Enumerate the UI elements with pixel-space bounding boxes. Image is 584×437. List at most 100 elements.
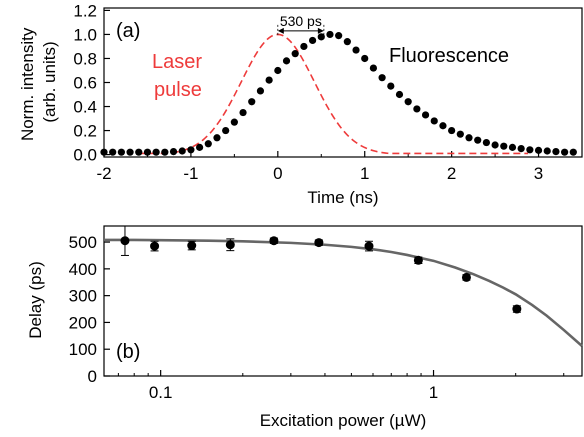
panel-a-x-axis-label: Time (ns) [307, 188, 378, 207]
delay-point [314, 238, 324, 248]
fluorescence-point [204, 140, 212, 148]
b-ytick-label: 300 [69, 287, 97, 306]
fluorescence-point [256, 87, 265, 95]
fluorescence-point [326, 30, 334, 39]
b-ytick-label: 0 [88, 367, 97, 386]
fluorescence-point [526, 146, 534, 154]
fluorescence-point [439, 122, 447, 130]
fluorescence-point [230, 118, 238, 126]
laser-pulse-curve [138, 33, 529, 155]
panel-b-x-ticks: 0.1 1 [117, 370, 565, 402]
fluorescence-point [222, 126, 230, 135]
a-xtick-label: -1 [183, 164, 198, 183]
fluorescence-point [169, 147, 178, 156]
a-xtick-label: 0 [273, 164, 282, 183]
fluorescence-point [482, 138, 490, 147]
fluorescence-point [369, 64, 378, 72]
fluorescence-point [465, 134, 473, 142]
fluorescence-point [508, 143, 517, 151]
a-ytick-label: 0.4 [73, 98, 97, 117]
fluorescence-point [239, 108, 247, 117]
fluorescence-point [500, 142, 508, 150]
a-ytick-label: 1.0 [73, 25, 97, 44]
fluorescence-point [387, 82, 395, 90]
a-ytick-label: 1.2 [73, 1, 97, 20]
delay-arrowhead-left [277, 27, 284, 34]
panel-a-x-ticks: -2 -1 0 1 2 3 [96, 151, 543, 183]
fluorescence-point [196, 143, 204, 151]
b-xtick-label: 0.1 [149, 383, 173, 402]
fluorescence-point [265, 76, 273, 84]
panel-b-label: (b) [116, 341, 140, 363]
delay-point [364, 241, 374, 251]
fluorescence-point [413, 105, 421, 113]
fluorescence-point [456, 130, 464, 138]
delay-arrowhead-right [317, 27, 324, 34]
fluorescence-point [161, 148, 169, 156]
a-ytick-label: 0.0 [73, 146, 97, 165]
a-xtick-label: -2 [96, 164, 111, 183]
fluorescence-point [126, 148, 134, 156]
delay-annotation: 530 ps [277, 13, 325, 36]
delay-point [225, 240, 235, 250]
fluorescence-point [543, 147, 551, 155]
delay-point [187, 241, 197, 251]
panel-a-y-axis-label-line1: Norm. intensity [18, 27, 37, 141]
laser-pulse-label-line1: Laser [152, 51, 202, 73]
fluorescence-point [352, 46, 360, 54]
fluorescence-point [361, 54, 369, 63]
fluorescence-point [317, 33, 325, 41]
b-ytick-label: 500 [69, 233, 97, 252]
fluorescence-point [117, 148, 125, 156]
delay-point [413, 255, 423, 265]
laser-pulse-label-line2: pulse [154, 79, 202, 101]
fluorescence-point [213, 134, 221, 142]
panel-a-label: (a) [116, 20, 140, 42]
panel-a: -2 -1 0 1 2 3 0.0 0.2 0.4 0.6 0.8 1.0 1.2 530 ps (a… [18, 1, 583, 207]
fluorescence-point [187, 146, 195, 154]
fluorescence-point [534, 146, 543, 154]
a-xtick-label: 2 [447, 164, 456, 183]
fluorescence-point [395, 90, 404, 99]
fluorescence-point [552, 147, 560, 156]
a-ytick-label: 0.8 [73, 49, 97, 68]
panel-a-y-axis-label-line2: (arb. units) [40, 41, 59, 122]
fluorescence-point [152, 148, 160, 156]
b-ytick-label: 200 [69, 313, 97, 332]
fluorescence-point [291, 50, 299, 58]
fluorescence-point [343, 38, 351, 46]
delay-point [120, 236, 130, 246]
fluorescence-point [517, 144, 525, 153]
delay-label: 530 ps [280, 13, 322, 29]
fluorescence-point [135, 148, 143, 156]
delay-point [150, 241, 160, 251]
delay-points [120, 225, 522, 314]
a-ytick-label: 0.6 [73, 74, 97, 93]
panel-a-y-ticks: 0.0 0.2 0.4 0.6 0.8 1.0 1.2 [73, 1, 110, 165]
b-xtick-label: 1 [429, 383, 438, 402]
fit-curve [104, 238, 583, 347]
fluorescence-point [378, 74, 386, 82]
a-xtick-label: 1 [360, 164, 369, 183]
fluorescence-point [178, 147, 186, 155]
fluorescence-point [430, 117, 438, 125]
delay-point [269, 236, 279, 246]
fluorescence-point [335, 32, 343, 40]
fluorescence-point [474, 136, 482, 144]
fluorescence-point [100, 148, 108, 156]
fluorescence-point [421, 111, 430, 119]
b-ytick-label: 400 [69, 260, 97, 279]
a-xtick-label: 3 [534, 164, 543, 183]
delay-point [512, 304, 522, 314]
fluorescence-label: Fluorescence [389, 45, 509, 67]
panel-b-frame [103, 225, 583, 377]
panel-b-x-axis-label: Excitation power (µW) [260, 411, 427, 430]
fluorescence-points [100, 30, 577, 156]
b-ytick-label: 100 [69, 340, 97, 359]
fluorescence-point [300, 42, 308, 51]
a-ytick-label: 0.2 [73, 122, 97, 141]
panel-a-y-axis-label: Norm. intensity (arb. units) [18, 23, 59, 141]
fluorescence-point [491, 141, 499, 149]
